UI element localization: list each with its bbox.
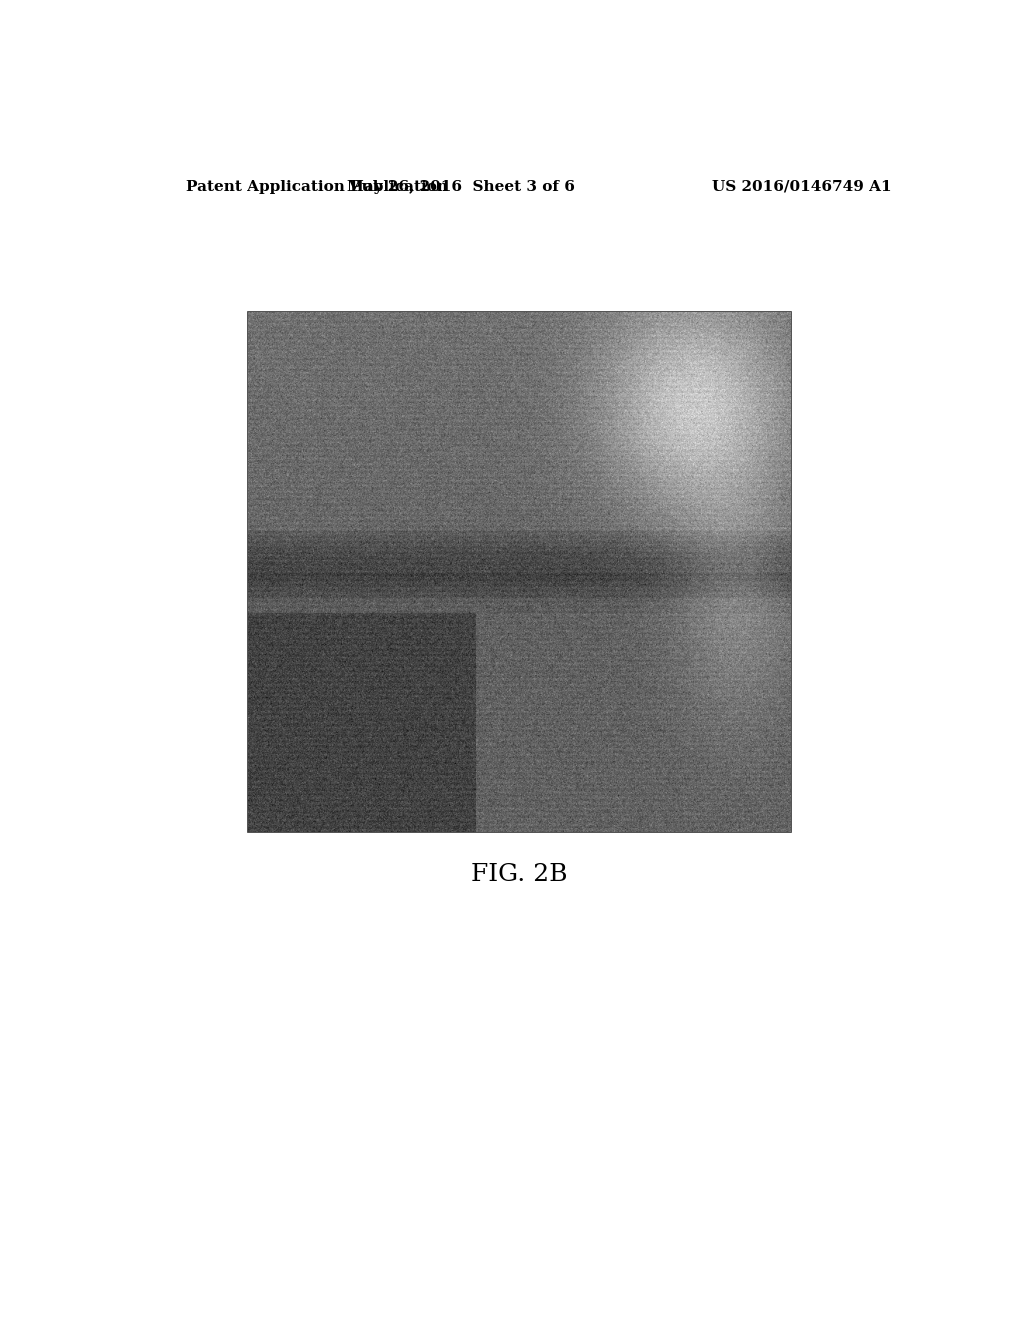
Text: [001]: [001] xyxy=(396,792,431,805)
Text: (020): (020) xyxy=(386,715,420,726)
Text: FIG. 2B: FIG. 2B xyxy=(471,863,567,886)
Text: (110): (110) xyxy=(372,744,406,754)
Bar xyxy=(248,313,791,832)
Text: Patent Application Publication: Patent Application Publication xyxy=(186,180,449,194)
Text: (110): (110) xyxy=(381,689,415,700)
Text: (020): (020) xyxy=(371,664,403,673)
Text: US 2016/0146749 A1: US 2016/0146749 A1 xyxy=(713,180,892,194)
Text: 2.7Å: 2.7Å xyxy=(489,499,519,512)
Text: May 26, 2016  Sheet 3 of 6: May 26, 2016 Sheet 3 of 6 xyxy=(347,180,575,194)
Text: 5 nm: 5 nm xyxy=(662,777,694,789)
Text: (100): (100) xyxy=(489,490,524,502)
